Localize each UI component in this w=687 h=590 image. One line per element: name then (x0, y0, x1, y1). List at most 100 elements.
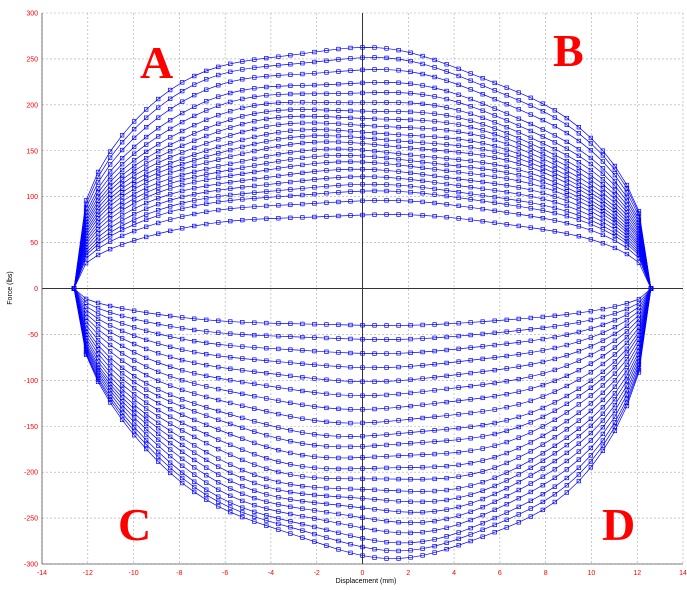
data-point-marker (180, 156, 185, 161)
data-point-marker (192, 381, 197, 386)
data-point-marker (540, 117, 545, 123)
data-point-marker (252, 519, 257, 524)
data-point-marker (131, 191, 137, 197)
data-point-marker (456, 359, 461, 364)
data-point-marker (468, 501, 473, 506)
data-point-marker (468, 483, 473, 488)
data-point-marker (300, 127, 305, 133)
data-point-marker (468, 358, 473, 363)
data-point-marker (372, 142, 377, 147)
data-point-marker (168, 135, 173, 140)
data-point-marker (312, 531, 317, 537)
data-point-marker (384, 155, 389, 161)
data-point-marker (360, 45, 365, 50)
data-point-marker (612, 402, 618, 408)
data-point-marker (456, 385, 461, 390)
data-point-marker (252, 156, 257, 161)
data-point-marker (552, 408, 557, 413)
data-point-marker (504, 118, 509, 123)
data-point-marker (576, 329, 581, 335)
data-point-marker (228, 141, 233, 146)
data-point-marker (288, 497, 293, 502)
data-point-marker (468, 370, 473, 376)
data-point-marker (444, 347, 449, 353)
data-point-marker (444, 546, 449, 552)
data-point-marker (156, 351, 161, 356)
data-point-marker (228, 117, 233, 122)
data-point-marker (492, 120, 497, 125)
loop-line (73, 288, 652, 448)
data-point-marker (528, 194, 533, 199)
data-point-marker (312, 516, 317, 521)
data-point-marker (192, 223, 197, 229)
data-point-marker (564, 173, 569, 178)
data-point-marker (564, 342, 569, 348)
data-point-marker (216, 194, 221, 199)
data-point-marker (156, 341, 161, 346)
data-point-marker (144, 364, 149, 369)
data-point-marker (324, 501, 329, 507)
data-point-marker (276, 54, 281, 59)
data-point-marker (216, 83, 221, 88)
y-tick-label: 200 (26, 102, 38, 109)
data-point-marker (384, 100, 389, 105)
data-point-marker (516, 173, 521, 178)
data-point-marker (612, 220, 618, 225)
data-point-marker (312, 107, 317, 112)
data-point-marker (228, 442, 233, 447)
data-point-marker (468, 118, 473, 123)
data-point-marker (480, 172, 485, 178)
data-point-marker (396, 68, 401, 73)
data-point-marker (228, 133, 233, 138)
data-point-marker (288, 450, 293, 456)
loop-line (73, 288, 652, 503)
data-point-marker (288, 462, 293, 467)
lower-loop-branch (71, 286, 654, 426)
data-point-marker (504, 317, 509, 322)
data-point-marker (624, 233, 630, 238)
x-tick-label: -6 (222, 570, 228, 577)
data-point-marker (180, 226, 185, 231)
data-point-marker (420, 530, 425, 535)
data-point-marker (107, 179, 113, 184)
data-point-marker (276, 479, 281, 485)
data-point-marker (420, 322, 425, 328)
upper-loop-branch (71, 159, 654, 291)
data-point-marker (192, 409, 197, 414)
data-point-marker (456, 195, 461, 200)
data-point-marker (228, 486, 233, 491)
data-point-marker (192, 371, 197, 376)
data-point-marker (228, 378, 233, 383)
data-point-marker (312, 177, 317, 182)
data-point-marker (456, 73, 461, 79)
data-point-marker (168, 383, 173, 388)
data-point-marker (131, 217, 137, 222)
data-point-marker (276, 334, 281, 339)
data-point-marker (504, 439, 509, 445)
data-point-marker (119, 181, 125, 187)
data-point-marker (276, 108, 281, 113)
data-point-marker (144, 346, 149, 352)
data-point-marker (504, 164, 509, 169)
data-point-marker (516, 512, 521, 517)
data-point-marker (300, 464, 305, 469)
data-point-marker (492, 168, 497, 173)
data-point-marker (420, 349, 425, 355)
data-point-marker (552, 188, 557, 194)
data-point-marker (492, 394, 497, 399)
data-point-marker (228, 343, 233, 348)
data-point-marker (480, 512, 485, 518)
data-point-marker (384, 465, 389, 471)
data-point-marker (504, 85, 509, 90)
data-point-marker (528, 95, 533, 100)
data-point-marker (516, 389, 521, 394)
data-point-marker (131, 206, 137, 211)
data-point-marker (240, 505, 245, 510)
data-point-marker (240, 144, 245, 150)
data-point-marker (444, 507, 449, 512)
data-point-marker (408, 548, 413, 553)
data-point-marker (612, 233, 618, 238)
data-point-marker (119, 306, 125, 311)
data-point-marker (600, 322, 606, 328)
data-point-marker (216, 164, 221, 169)
